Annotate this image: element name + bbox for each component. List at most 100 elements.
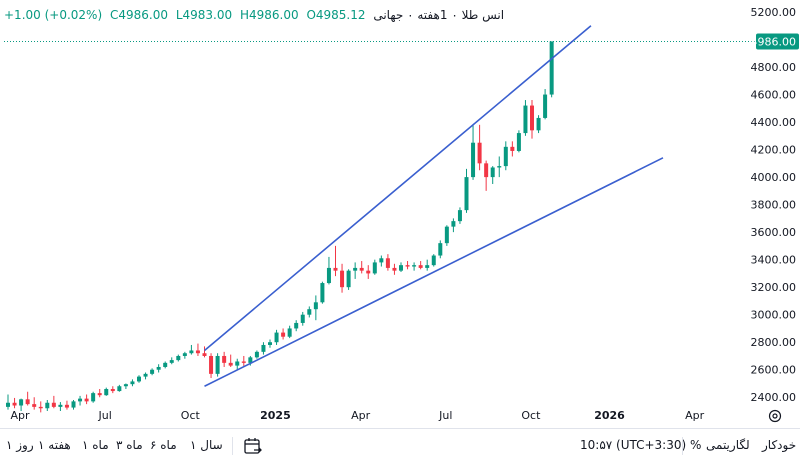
- candle-body: [222, 355, 227, 363]
- candle-body: [287, 328, 292, 337]
- candle-body: [359, 267, 364, 271]
- candle-body: [510, 146, 515, 151]
- auto-scale-toggle[interactable]: خودکار: [762, 438, 797, 452]
- price-tick-label: 3800.00: [751, 199, 797, 212]
- candle-body: [431, 255, 436, 266]
- candle-body: [543, 94, 548, 118]
- candle-body: [38, 406, 43, 409]
- trendline[interactable]: [203, 25, 592, 352]
- candle-body: [156, 366, 161, 370]
- candle-body: [274, 332, 279, 343]
- candle-body: [97, 393, 102, 396]
- candle-body: [182, 353, 187, 356]
- toolbar-divider: [232, 437, 233, 455]
- candle-body: [320, 283, 325, 303]
- candle-body: [248, 357, 253, 363]
- percent-toggle[interactable]: %: [690, 438, 702, 452]
- trendline[interactable]: [204, 157, 664, 387]
- time-tick-label: Jul: [438, 409, 452, 422]
- candle-body: [32, 404, 37, 407]
- range-1-month[interactable]: ۱ ماه: [82, 438, 109, 452]
- log-scale-toggle[interactable]: لگاریتمی: [706, 438, 750, 452]
- legend-close: C4986.00: [109, 8, 168, 22]
- candle-body: [169, 360, 174, 363]
- chart-canvas[interactable]: 5200.00 4800.00 4600.00 4400.00 4200.00 4000.…: [0, 0, 800, 428]
- range-1-day[interactable]: ۱ روز: [6, 438, 34, 452]
- candle-body: [313, 302, 318, 310]
- price-tick-label: 3600.00: [751, 226, 797, 239]
- candle-body: [307, 309, 312, 315]
- candle-body: [516, 133, 521, 151]
- range-3-month[interactable]: ۳ ماه: [116, 438, 143, 452]
- candle-body: [45, 402, 50, 409]
- gear-icon[interactable]: [767, 408, 783, 424]
- price-tick-label: 3400.00: [751, 254, 797, 267]
- range-1-week[interactable]: ۱ هفته: [38, 438, 71, 452]
- range-6-month[interactable]: ۶ ماه: [150, 438, 177, 452]
- price-chart[interactable]: 5200.00 4800.00 4600.00 4400.00 4200.00 4000.…: [0, 0, 800, 428]
- time-tick-label: Jul: [98, 409, 112, 422]
- price-tick-label: 2800.00: [751, 336, 797, 349]
- candle-body: [241, 361, 246, 363]
- symbol-title[interactable]: انس طلا ۰ 1هفته ۰ جهانی: [373, 8, 505, 22]
- last-price-badge: [756, 33, 799, 50]
- time-tick-label: Apr: [351, 409, 371, 422]
- candle-body: [372, 262, 377, 274]
- candle-body: [294, 322, 299, 329]
- candle-body: [536, 117, 541, 131]
- candle-body: [340, 270, 345, 288]
- candle-body: [471, 142, 476, 178]
- legend-high: H4986.00: [239, 8, 299, 22]
- candle-body: [425, 265, 430, 268]
- candle-body: [104, 388, 109, 396]
- candle-body: [379, 258, 384, 263]
- legend-open: O4985.12: [306, 8, 366, 22]
- price-tick-label: 2400.00: [751, 391, 797, 404]
- candle-body: [6, 402, 10, 407]
- candle-body: [58, 404, 63, 407]
- candle-body: [78, 398, 83, 402]
- price-axis: [755, 0, 800, 406]
- candle-body: [84, 398, 89, 402]
- candle-body: [189, 350, 194, 354]
- range-1-year[interactable]: ۱ سال: [190, 438, 223, 452]
- legend-change: +1.00 (+0.02%): [4, 8, 103, 22]
- price-tick-label: 4600.00: [751, 89, 797, 102]
- price-tick-label: 4800.00: [751, 61, 797, 74]
- candle-body: [150, 369, 155, 374]
- candle-body: [176, 355, 181, 361]
- price-tick-label: 2600.00: [751, 364, 797, 377]
- candle-body: [523, 105, 528, 134]
- candle-body: [451, 221, 456, 227]
- candle-body: [418, 265, 423, 268]
- candle-body: [497, 166, 502, 168]
- time-tick-label: Apr: [685, 409, 705, 422]
- time-tick-label: 2026: [594, 409, 625, 422]
- price-tick-label: 4200.00: [751, 144, 797, 157]
- candle-body: [484, 163, 489, 178]
- candle-body: [503, 146, 508, 167]
- clock-timezone[interactable]: 10:۵۷ (UTC+3:30): [580, 438, 687, 452]
- price-tick-label: 4000.00: [751, 171, 797, 184]
- candle-body: [281, 332, 286, 337]
- candle-body: [530, 105, 534, 131]
- candle-body: [464, 177, 469, 211]
- candle-body: [444, 226, 449, 244]
- ohlc-legend: +1.00 (+0.02%) C4986.00 L4983.00 H4986.0…: [4, 8, 508, 22]
- price-tick-label: 4400.00: [751, 116, 797, 129]
- candle-body: [64, 404, 69, 408]
- calendar-range-icon[interactable]: [242, 435, 264, 457]
- candle-body: [300, 314, 305, 323]
- price-tick-label: 5200.00: [751, 6, 797, 19]
- toolbar-divider: [682, 437, 683, 455]
- candle-body: [195, 350, 200, 354]
- candle-body: [254, 351, 259, 358]
- candle-body: [366, 270, 371, 274]
- candle-body: [261, 344, 266, 352]
- candle-body: [19, 399, 24, 406]
- candle-body: [143, 373, 148, 377]
- candle-body: [12, 402, 17, 406]
- time-tick-label: Apr: [10, 409, 30, 422]
- candle-body: [91, 393, 96, 402]
- candle-body: [412, 265, 417, 267]
